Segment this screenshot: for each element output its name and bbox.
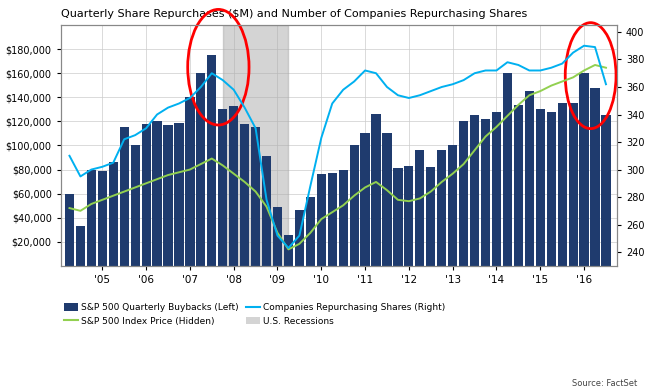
Bar (317, 174, 326, 266)
Bar (514, 105, 523, 266)
Bar (273, 207, 282, 266)
Bar (536, 109, 545, 266)
Bar (109, 162, 118, 266)
Bar (404, 166, 413, 266)
Text: Source: FactSet: Source: FactSet (572, 379, 637, 388)
Bar (295, 211, 304, 266)
Bar (207, 55, 216, 266)
Bar (547, 112, 556, 266)
Bar (415, 150, 424, 266)
Bar (481, 119, 490, 266)
Bar (163, 125, 173, 266)
Bar (590, 88, 599, 266)
Bar (174, 122, 183, 266)
Bar (579, 73, 589, 266)
Bar (86, 170, 96, 266)
Bar (470, 115, 479, 266)
Bar (437, 150, 447, 266)
Bar (131, 145, 140, 266)
Bar (142, 124, 151, 266)
Bar (601, 115, 610, 266)
Bar (98, 171, 107, 266)
Bar (448, 145, 458, 266)
Bar (382, 133, 391, 266)
Bar (262, 156, 271, 266)
Bar (76, 226, 85, 266)
Bar (503, 73, 512, 266)
Bar (185, 98, 194, 266)
Bar (525, 91, 534, 266)
Bar (284, 234, 293, 266)
Bar (492, 112, 501, 266)
Bar (218, 109, 227, 266)
Bar (153, 121, 162, 266)
Bar (120, 128, 129, 266)
Bar (350, 145, 359, 266)
Bar (223, 25, 289, 266)
Text: Quarterly Share Repurchases ($M) and Number of Companies Repurchasing Shares: Quarterly Share Repurchases ($M) and Num… (60, 9, 527, 19)
Bar (65, 193, 74, 266)
Bar (240, 124, 249, 266)
Bar (229, 106, 239, 266)
Bar (251, 128, 260, 266)
Bar (196, 73, 205, 266)
Bar (459, 121, 468, 266)
Bar (339, 170, 348, 266)
Bar (393, 168, 402, 266)
Bar (426, 167, 436, 266)
Bar (371, 114, 381, 266)
Bar (361, 133, 370, 266)
Bar (328, 173, 337, 266)
Bar (569, 103, 578, 266)
Legend: S&P 500 Quarterly Buybacks (Left), S&P 500 Index Price (Hidden), Companies Repur: S&P 500 Quarterly Buybacks (Left), S&P 5… (60, 300, 449, 329)
Bar (558, 103, 567, 266)
Bar (306, 197, 315, 266)
